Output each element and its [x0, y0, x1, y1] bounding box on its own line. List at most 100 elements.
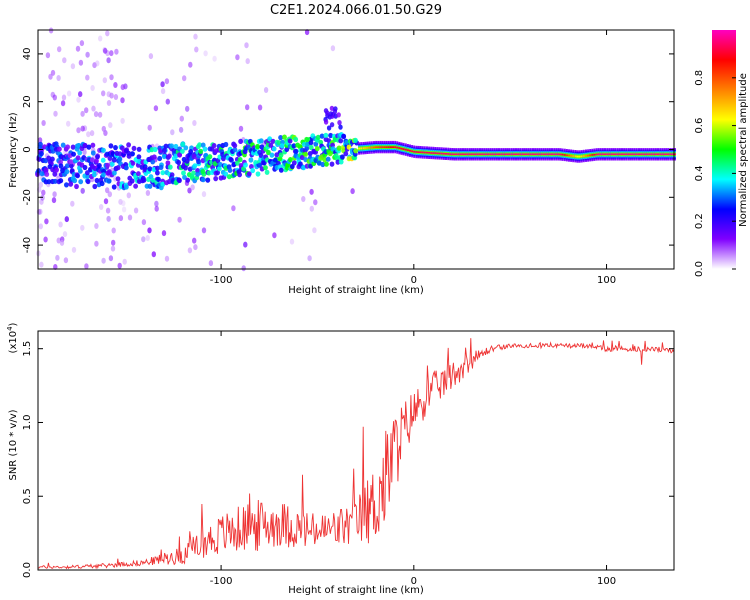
spectrogram-noise-blob — [41, 120, 45, 126]
spectrogram-ridge-cell — [566, 154, 568, 156]
spectrogram-band-blob — [74, 184, 79, 189]
spectrogram-ridge-cell — [362, 147, 364, 149]
spectrogram-noise-blob — [90, 85, 94, 91]
spectrogram-noise-blob — [118, 199, 122, 205]
snr-panel: -100 0 100 0.00.51.01.5 Height of straight… — [6, 322, 674, 596]
spectrogram-band-blob — [168, 165, 173, 170]
colorbar-tick-label: 0.8 — [694, 70, 705, 86]
spectrogram-ridge-cell — [568, 155, 570, 157]
spectrogram-band-blob — [71, 152, 76, 157]
spectrogram-noise-blob — [118, 263, 122, 269]
spectrogram-x-axis-label: Height of straight line (km) — [288, 285, 424, 296]
spectrogram-band-blob — [326, 157, 331, 162]
spectrogram-ridge-cell — [479, 153, 481, 155]
spectrogram-ridge-cell — [630, 153, 632, 155]
spectrogram-ridge-cell — [557, 153, 559, 155]
spectrogram-ridge-cell — [384, 146, 386, 148]
spectrogram-noise-blob — [64, 257, 68, 263]
spectrogram-ridge-cell — [445, 153, 447, 155]
spectrogram-noise-blob — [109, 50, 113, 56]
spectrogram-noise-blob — [71, 63, 75, 69]
spectrogram-band-blob — [212, 143, 217, 148]
spectrogram-ridge-cell — [490, 153, 492, 155]
spectrogram-ridge-cell — [437, 153, 439, 155]
spectrogram-ridge-cell — [420, 151, 422, 153]
spectrogram-ridge-cell — [663, 153, 665, 155]
spectrogram-noise-blob — [203, 50, 207, 56]
spectrogram-ridge-cell — [485, 153, 487, 155]
spectrogram-noise-blob — [101, 90, 105, 96]
spectrogram-noise-blob — [81, 188, 85, 194]
spectrogram-ridge-cell — [454, 153, 456, 155]
spectrogram-noise-blob — [113, 82, 117, 88]
spectrogram-ridge-cell — [519, 153, 521, 155]
spectrogram-noise-blob — [235, 54, 239, 60]
spectrogram-band-blob — [183, 145, 188, 150]
spectrogram-noise-blob — [80, 40, 84, 46]
spectrogram-noise-blob — [101, 258, 105, 264]
spectrogram-band-blob — [324, 162, 329, 167]
spectrogram-ridge-cell — [596, 154, 598, 156]
spectrogram-noise-blob — [119, 215, 123, 221]
spectrogram-noise-blob — [107, 100, 111, 106]
spectrogram-band-blob — [118, 157, 123, 162]
spectrogram-ridge-cell — [577, 156, 579, 158]
spectrogram-ridge-cell — [574, 155, 576, 157]
spectrogram-ridge-cell — [513, 153, 515, 155]
spectrogram-band-blob — [325, 110, 329, 115]
spectrogram-noise-blob — [128, 215, 132, 221]
spectrogram-band-blob — [148, 166, 153, 171]
spectrogram-noise-blob — [39, 182, 43, 188]
spectrogram-ridge-cell — [466, 153, 468, 155]
spectrogram-noise-blob — [192, 238, 196, 244]
spectrogram-band-blob — [58, 178, 63, 183]
spectrogram-ridge-cell — [447, 153, 449, 155]
spectrogram-band-blob — [196, 159, 201, 164]
spectrogram-ridge-cell — [426, 152, 428, 154]
spectrogram-ridge-cell — [405, 149, 407, 151]
colorbar-label: Normalized spectral amplitude — [738, 73, 749, 227]
spectrogram-ridge-cell — [407, 149, 409, 151]
spectrogram-band-blob — [78, 179, 83, 184]
spectrogram-noise-blob — [81, 126, 85, 132]
spectrogram-ridge-cell — [549, 153, 551, 155]
spectrogram-ridge-cell — [653, 153, 655, 155]
colorbar-tick-label: 0.0 — [694, 261, 705, 277]
spectrogram-band-blob — [152, 154, 157, 159]
spectrogram-band-blob — [160, 170, 165, 175]
spectrogram-noise-blob — [170, 129, 174, 135]
spectrogram-ridge-cell — [451, 153, 453, 155]
spectrogram-noise-blob — [202, 191, 206, 197]
spectrogram-noise-blob — [188, 247, 192, 253]
spectrogram-ridge-cell — [468, 153, 470, 155]
snr-background — [38, 331, 674, 570]
spectrogram-band-blob — [44, 167, 49, 172]
spectrogram-ridge-cell — [615, 153, 617, 155]
spectrogram-band-blob — [68, 182, 73, 187]
spectrogram-band-blob — [341, 134, 346, 139]
spectrogram-band-blob — [224, 142, 229, 147]
spectrogram-ridge-cell — [475, 153, 477, 155]
spectrogram-noise-blob — [80, 111, 84, 117]
spectrogram-ridge-cell — [388, 146, 390, 148]
spectrogram-ridge-cell — [587, 155, 589, 157]
spectrogram-noise-blob — [193, 34, 197, 40]
spectrogram-x-tick-label: 100 — [597, 275, 616, 286]
spectrogram-noise-blob — [106, 208, 110, 214]
colorbar-tick-label: 0.4 — [694, 165, 705, 181]
spectrogram-noise-blob — [94, 111, 98, 117]
spectrogram-band-blob — [292, 160, 297, 165]
spectrogram-ridge-cell — [396, 147, 398, 149]
spectrogram-noise-blob — [108, 122, 112, 128]
spectrogram-ridge-cell — [526, 153, 528, 155]
spectrogram-noise-blob — [310, 206, 314, 212]
spectrogram-noise-blob — [307, 255, 311, 261]
spectrogram-band-blob — [327, 125, 331, 130]
spectrogram-ridge-cell — [619, 153, 621, 155]
spectrogram-band-blob — [330, 162, 335, 167]
spectrogram-noise-blob — [98, 36, 102, 42]
spectrogram-band-blob — [133, 184, 138, 189]
spectrogram-ridge-cell — [524, 153, 526, 155]
snr-y-tick-label: 1.5 — [22, 341, 33, 357]
spectrogram-noise-blob — [109, 93, 113, 99]
